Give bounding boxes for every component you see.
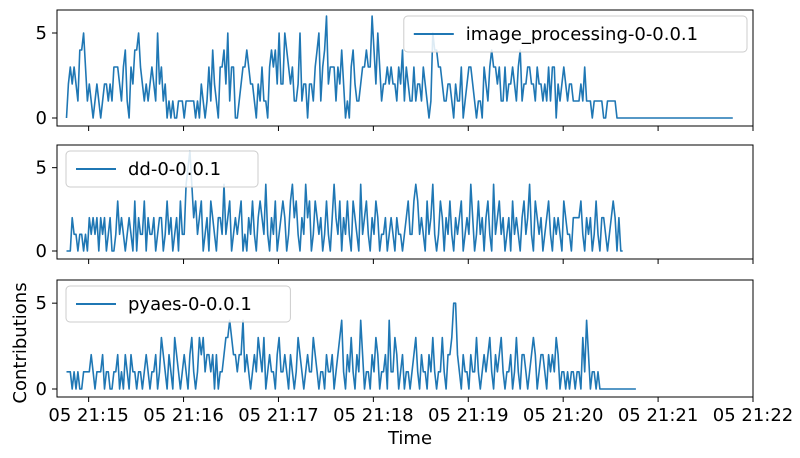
axes-frame (56, 279, 754, 398)
y-tick-label: 0 (36, 379, 47, 400)
subplot-1: 0 5 image_processing-0-0.0.1 (36, 9, 754, 131)
y-tick-label: 5 (36, 158, 47, 179)
y-tick-label: 0 (36, 108, 47, 129)
x-tick-label: 05 21:16 (143, 405, 224, 426)
x-tick-label: 05 21:19 (428, 405, 509, 426)
legend-box (65, 285, 291, 323)
x-tick-label: 05 21:20 (523, 405, 604, 426)
axes-frame (56, 144, 754, 260)
subplots: 05 image_processing-0-0.0.105 dd-0-0.0.105… (36, 9, 794, 426)
subplot-2: 0 5 dd-0-0.0.1 (36, 144, 754, 264)
y-tick-label: 5 (36, 23, 47, 44)
y-axis-label: Contributions (10, 282, 31, 403)
x-axis-label: Time (387, 428, 432, 449)
series-line (66, 150, 623, 252)
legend-box (403, 15, 748, 53)
series-line (66, 302, 636, 390)
legend-label: dd-0-0.0.1 (128, 159, 221, 180)
axes-frame (56, 9, 754, 127)
legend-label: pyaes-0-0.0.1 (128, 294, 252, 315)
series-line (65, 15, 733, 119)
x-tick-label: 05 21:21 (618, 405, 699, 426)
subplot-3: 0 5 05 21:15 05 21:16 05 21:17 05 21:18 05 21:… (36, 279, 794, 426)
legend-label: image_processing-0-0.0.1 (466, 24, 698, 45)
y-tick-label: 0 (36, 241, 47, 262)
x-tick-label: 05 21:22 (713, 405, 794, 426)
legend: pyaes-0-0.0.1 (65, 285, 291, 323)
legend: dd-0-0.0.1 (65, 150, 259, 188)
x-tick-label: 05 21:18 (333, 405, 414, 426)
legend: image_processing-0-0.0.1 (403, 15, 748, 53)
legend-box (65, 150, 259, 188)
x-tick-label: 05 21:15 (48, 405, 129, 426)
y-tick-label: 5 (36, 293, 47, 314)
x-tick-label: 05 21:17 (238, 405, 319, 426)
